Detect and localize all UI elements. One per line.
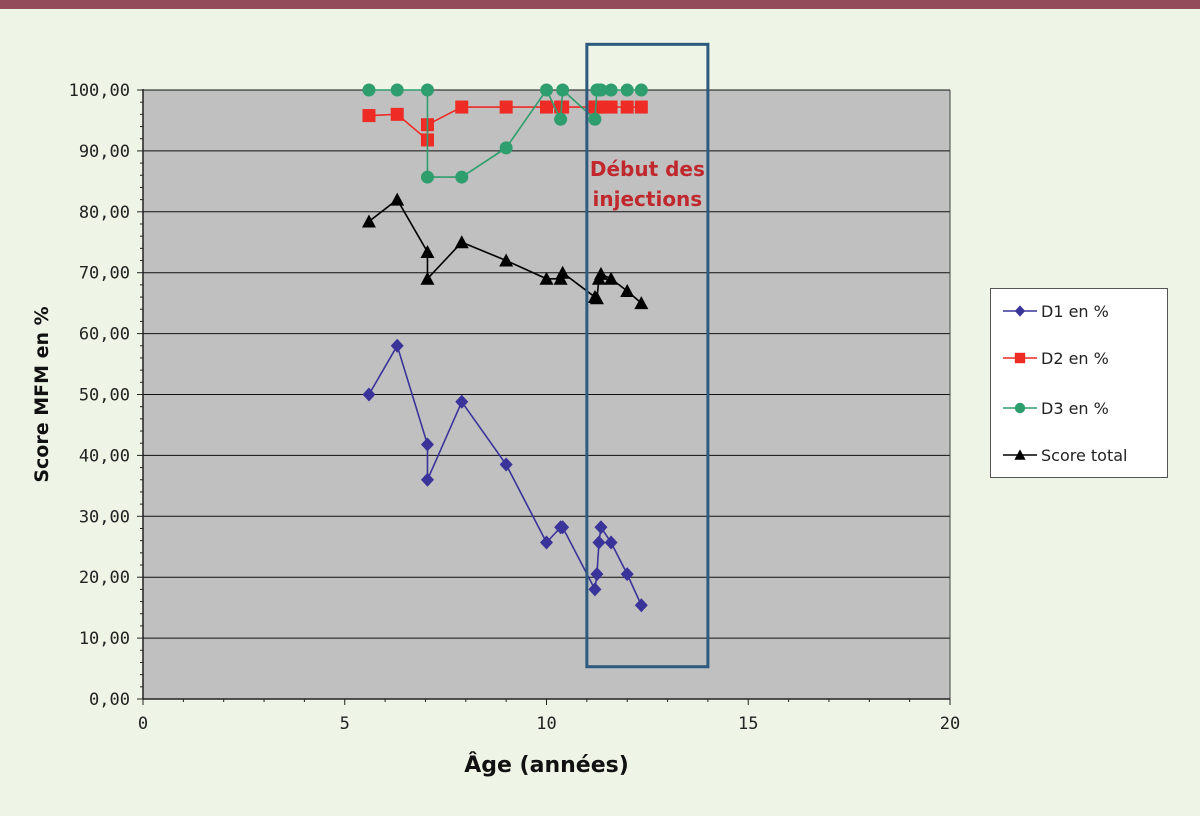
circle-marker	[499, 141, 513, 155]
annotation-line-2: injections	[593, 187, 703, 211]
y-tick-label: 80,00	[79, 203, 130, 223]
diamond-marker	[540, 535, 553, 550]
triangle-marker	[539, 271, 554, 285]
triangle-marker	[634, 296, 649, 310]
circle-marker	[594, 83, 608, 97]
y-tick-label: 70,00	[79, 264, 130, 284]
y-tick-label: 0,00	[89, 690, 130, 710]
circle-marker	[362, 83, 376, 97]
circle-marker	[604, 83, 618, 97]
diamond-marker	[620, 567, 634, 582]
legend-label: Score total	[1041, 445, 1128, 465]
triangle-marker	[604, 271, 619, 285]
legend-item: Score total	[1003, 443, 1127, 467]
square-marker	[499, 100, 513, 114]
square-marker	[556, 100, 570, 114]
x-tick-label: 0	[138, 714, 148, 734]
circle-marker	[420, 83, 434, 97]
triangle-marker	[420, 271, 435, 285]
square-marker	[594, 100, 608, 114]
circle-marker	[554, 112, 568, 126]
y-tick-label: 40,00	[79, 446, 130, 466]
diamond-marker	[420, 437, 434, 452]
circle-marker	[455, 170, 469, 184]
triangle-marker	[589, 291, 604, 305]
square-marker	[540, 100, 553, 114]
series-1	[362, 338, 648, 613]
triangle-marker	[390, 192, 405, 206]
square-marker	[390, 107, 404, 121]
triangle-marker	[361, 214, 376, 228]
diamond-marker	[604, 535, 618, 550]
y-tick-label: 20,00	[79, 568, 130, 588]
diamond-marker	[590, 567, 604, 582]
square-marker	[620, 100, 634, 114]
y-tick-label: 100,00	[69, 81, 130, 101]
y-tick-label: 30,00	[79, 507, 130, 527]
circle-marker	[620, 83, 634, 97]
x-axis-title: Âge (années)	[464, 752, 629, 778]
legend-label: D2 en %	[1041, 348, 1109, 368]
series-4	[361, 192, 649, 310]
diamond-marker	[455, 394, 469, 409]
diamond-marker	[556, 520, 570, 535]
data-series	[361, 83, 649, 613]
chart-legend: D1 en % D2 en % D3 en % Score total	[990, 288, 1168, 478]
x-tick-label: 20	[940, 714, 960, 734]
y-tick-label: 10,00	[79, 629, 130, 649]
circle-marker	[556, 83, 570, 97]
diamond-marker	[634, 598, 648, 613]
diamond-marker	[592, 535, 606, 550]
legend-swatch	[1003, 305, 1037, 317]
legend-item: D3 en %	[1003, 396, 1109, 420]
tick-labels: 0,00 10,00 20,00 30,00 40,00 50,00 60,00 70,00 8…	[69, 81, 961, 734]
legend-item: D1 en %	[1003, 299, 1109, 323]
legend-label: D1 en %	[1041, 301, 1109, 321]
x-tick-label: 5	[340, 714, 350, 734]
legend-item: D2 en %	[1003, 346, 1109, 370]
legend-swatch	[1003, 402, 1037, 414]
circle-marker	[1014, 402, 1026, 414]
annotation-line-1: Début des	[590, 157, 705, 181]
legend-swatch	[1003, 352, 1037, 364]
triangle-marker	[593, 266, 608, 280]
y-tick-label: 60,00	[79, 325, 130, 345]
diamond-marker	[420, 472, 434, 487]
circle-marker	[588, 112, 602, 126]
circle-marker	[540, 83, 553, 97]
square-marker	[1014, 352, 1026, 364]
circle-marker	[420, 170, 434, 184]
legend-swatch	[1003, 449, 1037, 460]
y-tick-label: 90,00	[79, 142, 130, 162]
square-marker	[455, 100, 469, 114]
diamond-marker	[594, 520, 608, 535]
diamond-marker	[499, 457, 513, 472]
triangle-marker	[499, 253, 514, 267]
legend-label: D3 en %	[1041, 398, 1109, 418]
diamond-marker	[362, 387, 376, 402]
diamond-marker	[390, 338, 404, 353]
series-3	[362, 83, 648, 184]
triangle-marker	[620, 283, 635, 297]
square-marker	[634, 100, 648, 114]
square-marker	[362, 109, 376, 123]
triangle-marker	[555, 265, 570, 279]
top-accent-bar	[0, 0, 1200, 9]
x-tick-label: 10	[536, 714, 556, 734]
square-marker	[604, 100, 618, 114]
y-axis-title: Score MFM en %	[31, 306, 53, 482]
triangle-marker	[1014, 449, 1026, 460]
x-tick-label: 15	[738, 714, 758, 734]
diamond-marker	[1014, 305, 1026, 317]
triangle-marker	[454, 235, 469, 249]
circle-marker	[390, 83, 404, 97]
diamond-marker	[588, 582, 602, 597]
axes	[137, 89, 951, 705]
circle-marker	[634, 83, 648, 97]
y-tick-label: 50,00	[79, 386, 130, 406]
injection-period-box	[585, 42, 710, 669]
triangle-marker	[420, 244, 435, 258]
